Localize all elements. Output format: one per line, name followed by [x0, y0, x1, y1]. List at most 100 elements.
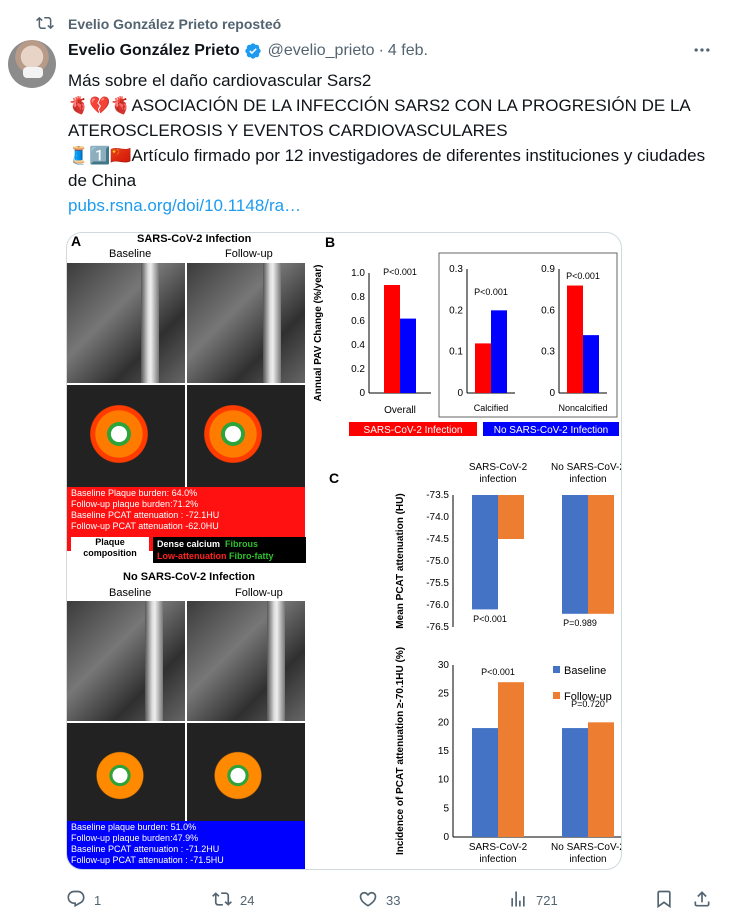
like-button[interactable]: 33 — [358, 886, 400, 914]
verified-badge-icon[interactable] — [244, 42, 262, 60]
x-category-label: Calcified — [474, 403, 509, 413]
y-tick-label: 0.3 — [541, 347, 555, 358]
x-category-label: No SARS-CoV-2 — [551, 842, 621, 853]
legend-fibrous: Fibrous — [225, 539, 259, 549]
x-category-label: infection — [569, 474, 606, 485]
p-value-label: P=0.720 — [571, 699, 605, 709]
y-tick-label: 0 — [457, 388, 463, 399]
y-tick-label: 0 — [549, 388, 555, 399]
p-value-label: P<0.001 — [474, 287, 508, 297]
vessel-baseline-infected — [141, 263, 159, 383]
repost-icon — [36, 14, 54, 35]
thread-emoji-group: 🧵1️⃣🇨🇳 — [68, 146, 132, 165]
bar-follow-up — [588, 495, 614, 614]
y-axis-label: Mean PCAT attenuation (HU) — [395, 493, 406, 628]
reply-button[interactable]: 1 — [66, 886, 101, 914]
panel-a-followup-label-2: Follow-up — [235, 587, 283, 599]
separator-dot: · — [378, 42, 384, 59]
repost-indicator: Evelio González Prieto reposteó — [36, 14, 281, 34]
bar-sars-cov-2-infection — [384, 285, 400, 393]
legend-followup-swatch — [553, 692, 560, 699]
infected-stat-line: Baseline PCAT attenuation : -72.1HU — [71, 510, 220, 520]
bar-follow-up — [588, 722, 614, 837]
noninfected-stats-box: Baseline plaque burden: 51.0% Follow-up … — [67, 821, 305, 869]
share-button[interactable] — [692, 886, 712, 914]
legend-low-attenuation: Low-attenuation — [157, 551, 227, 561]
bar-no-sars-cov-2-infection — [400, 318, 416, 393]
plaque-legend: Dense calcium Fibrous Low-attenuation Fi… — [153, 537, 306, 563]
reply-count: 1 — [94, 892, 102, 908]
y-tick-label: -74.5 — [426, 534, 449, 545]
post-header: Evelio González Prieto @evelio_prieto · … — [68, 40, 718, 62]
bar-no-sars-cov-2-infection — [583, 335, 599, 393]
p-value-label: P<0.001 — [481, 667, 515, 677]
views-icon — [508, 889, 528, 912]
panel-a-baseline-label: Baseline — [109, 248, 152, 260]
post-link[interactable]: pubs.rsna.org/doi/10.1148/ra… — [68, 196, 302, 215]
author-handle[interactable]: @evelio_prieto — [267, 42, 375, 59]
views-button[interactable]: 721 — [508, 886, 558, 914]
panel-a-tag: A — [71, 233, 82, 249]
p-value-label: P<0.001 — [473, 614, 507, 624]
x-category-label: SARS-CoV-2 — [469, 842, 528, 853]
vessel-baseline-noninfected — [145, 601, 163, 721]
vessel-followup-infected — [263, 263, 281, 383]
p-value-label: P<0.001 — [566, 271, 600, 281]
x-category-label: SARS-CoV-2 — [469, 462, 528, 473]
repost-count: 24 — [240, 892, 255, 908]
plaque-map-baseline-noninfected — [85, 737, 155, 807]
ct-scan-followup-noninfected — [187, 601, 305, 721]
bookmark-icon — [654, 889, 674, 912]
bar-no-sars-cov-2-infection — [491, 310, 507, 393]
avatar[interactable] — [8, 40, 56, 88]
y-tick-label: 0.1 — [449, 347, 463, 358]
repost-button[interactable]: 24 — [212, 886, 254, 914]
y-tick-label: 0.3 — [449, 264, 463, 275]
bar-baseline — [562, 728, 588, 837]
post-description: Artículo firmado por 12 investigadores d… — [68, 146, 706, 190]
panel-a-title-infected: SARS-CoV-2 Infection — [137, 233, 252, 245]
y-tick-label: -74.0 — [426, 512, 449, 523]
legend-fibro-fatty: Fibro-fatty — [229, 551, 274, 561]
p-value-label: P<0.001 — [383, 267, 417, 277]
y-tick-label: -76.0 — [426, 600, 449, 611]
y-tick-label: -76.5 — [426, 622, 449, 633]
bar-baseline — [562, 495, 588, 614]
more-options-icon[interactable] — [690, 38, 714, 62]
y-tick-label: 20 — [438, 717, 450, 728]
bar-baseline — [472, 495, 498, 610]
y-tick-label: 10 — [438, 775, 450, 786]
ct-scan-baseline-noninfected — [67, 601, 185, 721]
infected-stat-line: Follow-up PCAT attenuation -62.0HU — [71, 521, 219, 531]
x-category-label: Overall — [384, 405, 416, 416]
bar-baseline — [472, 728, 498, 837]
y-tick-label: 0.4 — [351, 340, 365, 351]
post-media-image[interactable]: A SARS-CoV-2 Infection Baseline Follow-u… — [66, 232, 622, 870]
bookmark-button[interactable] — [654, 886, 674, 914]
y-tick-label: 0.6 — [351, 316, 365, 327]
bar-sars-cov-2-infection — [475, 343, 491, 393]
reply-icon — [66, 889, 86, 912]
panel-a-followup-label: Follow-up — [225, 248, 273, 260]
views-count: 721 — [536, 892, 558, 908]
legend-noninfected: No SARS-CoV-2 Infection — [494, 425, 609, 436]
panel-b-tag: B — [325, 234, 335, 250]
vessel-followup-noninfected — [267, 601, 285, 721]
y-tick-label: 0.6 — [541, 305, 555, 316]
plaque-composition-label: Plaque composition — [71, 537, 149, 559]
noninfected-stat-line: Follow-up plaque burden:47.9% — [71, 833, 199, 843]
legend-baseline: Baseline — [564, 665, 606, 677]
post-headline: ASOCIACIÓN DE LA INFECCIÓN SARS2 CON LA … — [68, 96, 690, 140]
y-tick-label: 15 — [438, 746, 450, 757]
bar-sars-cov-2-infection — [567, 285, 583, 393]
share-icon — [692, 889, 712, 912]
x-category-label: Noncalcified — [558, 403, 607, 413]
bar-follow-up — [498, 682, 524, 837]
y-tick-label: 0.2 — [449, 305, 463, 316]
noninfected-stat-line: Follow-up PCAT attenuation : -71.5HU — [71, 855, 224, 865]
post-date[interactable]: 4 feb. — [387, 42, 428, 59]
y-tick-label: -75.0 — [426, 556, 449, 567]
post-line-1: Más sobre el daño cardiovascular Sars2 — [68, 71, 372, 90]
author-name[interactable]: Evelio González Prieto — [68, 42, 240, 59]
repost-text[interactable]: Evelio González Prieto reposteó — [68, 16, 282, 32]
